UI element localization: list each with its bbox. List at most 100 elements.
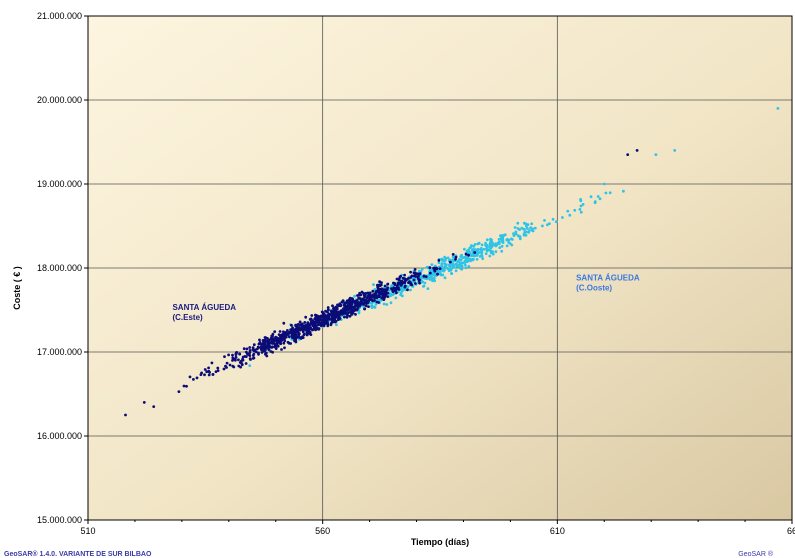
data-point [464, 266, 468, 270]
data-point [360, 299, 364, 302]
data-point [216, 366, 220, 370]
data-point [322, 324, 326, 328]
data-point [593, 200, 597, 204]
data-point [424, 275, 428, 278]
data-point [578, 208, 582, 211]
data-point [345, 299, 349, 303]
data-point [335, 323, 338, 327]
data-point [244, 350, 248, 354]
data-point [391, 289, 395, 292]
data-point [386, 295, 390, 298]
data-point [376, 283, 379, 287]
data-point [253, 349, 256, 353]
data-point [573, 208, 577, 212]
data-point [321, 311, 325, 315]
data-point [425, 277, 429, 281]
data-point [468, 257, 472, 261]
data-point [409, 276, 413, 279]
data-point [434, 266, 438, 270]
data-point [467, 265, 471, 268]
data-point [237, 358, 240, 362]
data-point [334, 305, 338, 309]
data-point [551, 217, 555, 221]
data-point [333, 309, 337, 313]
data-point [409, 270, 412, 274]
data-point [418, 281, 421, 285]
data-point [346, 313, 349, 317]
data-point [635, 149, 639, 152]
data-point [290, 323, 293, 327]
data-point [422, 285, 425, 288]
data-point [353, 302, 357, 305]
data-point [357, 309, 361, 312]
data-point [399, 284, 403, 287]
data-point [301, 330, 305, 334]
data-point [308, 332, 312, 336]
data-point [381, 295, 385, 299]
y-tick-label: 20.000.000 [37, 95, 82, 105]
data-point [487, 248, 491, 252]
data-point [348, 314, 352, 318]
data-point [516, 227, 520, 230]
data-point [482, 248, 486, 251]
data-point [282, 332, 285, 336]
data-point [480, 243, 484, 247]
data-point [409, 281, 412, 285]
data-point [373, 306, 377, 309]
data-point [457, 258, 461, 262]
data-point [203, 368, 207, 371]
data-point [520, 226, 524, 230]
data-point [339, 303, 343, 307]
data-point [469, 245, 473, 249]
data-point [251, 346, 255, 349]
y-tick-label: 19.000.000 [37, 179, 82, 189]
x-tick-label: 610 [550, 526, 565, 536]
data-point [286, 329, 289, 332]
data-point [334, 316, 337, 319]
data-point [205, 370, 209, 374]
data-point [654, 153, 658, 157]
data-point [232, 357, 235, 361]
data-point [443, 268, 446, 272]
data-point [371, 299, 374, 303]
data-point [244, 362, 248, 365]
y-tick-label: 16.000.000 [37, 431, 82, 441]
data-point [251, 354, 255, 357]
data-point [382, 302, 386, 306]
data-point [463, 263, 467, 267]
data-point [285, 332, 288, 336]
data-point [526, 227, 529, 230]
data-point [485, 247, 488, 251]
data-point [475, 257, 479, 261]
data-point [294, 340, 298, 344]
data-point [450, 266, 454, 270]
data-point [505, 244, 509, 248]
data-point [528, 229, 531, 232]
data-point [494, 243, 497, 247]
y-axis-ticks: 15.000.000 16.000.000 17.000.000 18.000.000… [37, 11, 88, 525]
data-point [326, 308, 330, 312]
data-point [414, 282, 417, 285]
data-point [370, 301, 374, 305]
data-point [368, 298, 371, 302]
data-point [283, 337, 286, 341]
data-point [427, 274, 430, 277]
data-point [568, 213, 572, 217]
data-point [480, 249, 483, 253]
footer-right-label: GeoSAR ® [738, 551, 773, 558]
data-point [463, 255, 467, 259]
data-point [331, 320, 335, 324]
data-point [237, 364, 241, 368]
data-point [377, 291, 381, 294]
data-point [257, 352, 260, 356]
data-point [596, 195, 600, 198]
data-point [288, 331, 291, 335]
data-point [359, 301, 363, 305]
footer-left-label: GeoSAR® 1.4.0. VARIANTE DE SUR BILBAO [4, 551, 152, 558]
data-point [443, 255, 447, 259]
data-point [336, 310, 340, 314]
data-point [356, 294, 359, 297]
data-point [428, 277, 432, 281]
data-point [271, 345, 275, 349]
